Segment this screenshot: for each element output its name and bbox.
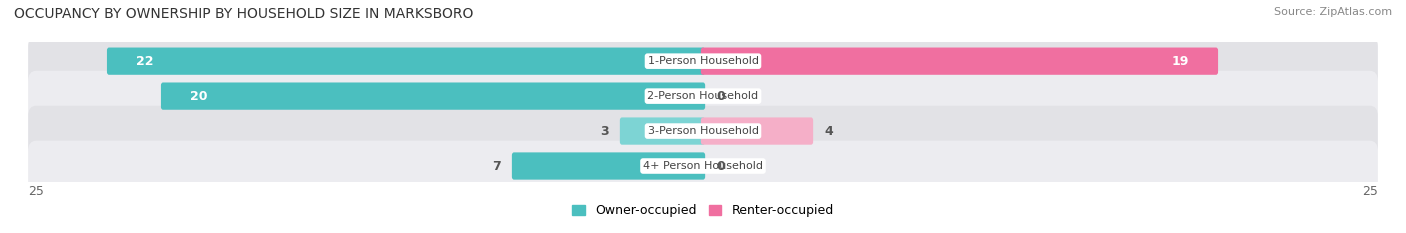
Text: 22: 22 bbox=[136, 55, 153, 68]
Text: 20: 20 bbox=[190, 90, 208, 103]
Text: 2-Person Household: 2-Person Household bbox=[647, 91, 759, 101]
Text: 1-Person Household: 1-Person Household bbox=[648, 56, 758, 66]
Text: OCCUPANCY BY OWNERSHIP BY HOUSEHOLD SIZE IN MARKSBORO: OCCUPANCY BY OWNERSHIP BY HOUSEHOLD SIZE… bbox=[14, 7, 474, 21]
FancyBboxPatch shape bbox=[160, 82, 706, 110]
Text: 3: 3 bbox=[600, 125, 609, 137]
Text: Source: ZipAtlas.com: Source: ZipAtlas.com bbox=[1274, 7, 1392, 17]
Legend: Owner-occupied, Renter-occupied: Owner-occupied, Renter-occupied bbox=[568, 199, 838, 222]
FancyBboxPatch shape bbox=[28, 106, 1378, 156]
FancyBboxPatch shape bbox=[700, 117, 813, 145]
Text: 4: 4 bbox=[824, 125, 834, 137]
Text: 4+ Person Household: 4+ Person Household bbox=[643, 161, 763, 171]
FancyBboxPatch shape bbox=[28, 141, 1378, 191]
FancyBboxPatch shape bbox=[700, 48, 1218, 75]
FancyBboxPatch shape bbox=[28, 71, 1378, 121]
FancyBboxPatch shape bbox=[512, 152, 706, 180]
FancyBboxPatch shape bbox=[620, 117, 706, 145]
Text: 7: 7 bbox=[492, 160, 501, 172]
Text: 19: 19 bbox=[1171, 55, 1189, 68]
Text: 0: 0 bbox=[717, 160, 725, 172]
FancyBboxPatch shape bbox=[107, 48, 706, 75]
Text: 25: 25 bbox=[28, 185, 44, 198]
Text: 25: 25 bbox=[1362, 185, 1378, 198]
FancyBboxPatch shape bbox=[28, 36, 1378, 86]
Text: 3-Person Household: 3-Person Household bbox=[648, 126, 758, 136]
Text: 0: 0 bbox=[717, 90, 725, 103]
